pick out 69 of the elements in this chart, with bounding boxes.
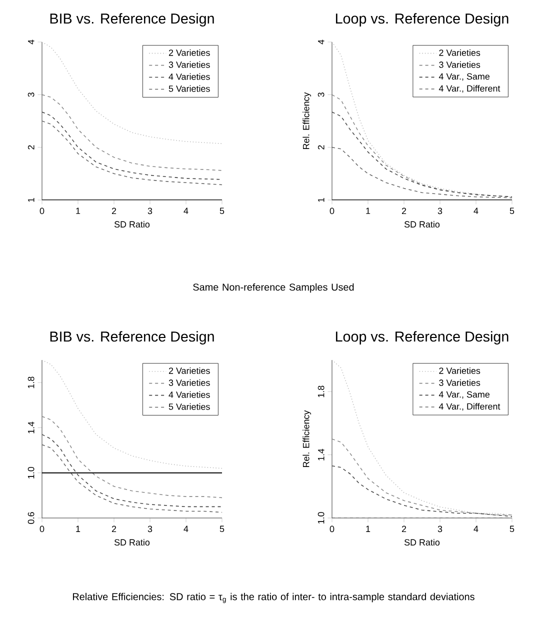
- y-tick-label: 2: [28, 145, 34, 150]
- y-tick-label: 0.6: [28, 512, 34, 524]
- y-tick-label: 1.0: [318, 512, 324, 524]
- x-tick-label: 1: [366, 208, 370, 214]
- legend-label: 4 Var., Same: [438, 391, 490, 399]
- y-tick-label: 1.4: [318, 448, 324, 460]
- legend-label: 2 Varieties: [439, 367, 480, 374]
- legend-label: 4 Varieties: [168, 73, 210, 80]
- x-axis-title: SD Ratio: [404, 220, 440, 228]
- line-series: [42, 112, 222, 180]
- x-tick-label: 4: [184, 526, 188, 532]
- text: Same Non-reference Samples Used: [193, 283, 354, 293]
- x-tick-label: 1: [366, 526, 370, 532]
- chart-title: Loop vs. Reference Design: [336, 13, 508, 27]
- x-tick-label: 4: [474, 208, 478, 214]
- legend-label: 4 Var., Same: [438, 73, 490, 81]
- x-tick-label: 5: [510, 526, 514, 532]
- legend-label: 5 Varieties: [168, 85, 210, 92]
- y-tick-label: 1.8: [318, 386, 324, 398]
- y-tick-label: 1.4: [28, 422, 34, 434]
- legend-label: 4 Varieties: [168, 391, 210, 398]
- x-tick-label: 3: [438, 526, 442, 532]
- chart-title: BIB vs. Reference Design: [50, 331, 214, 345]
- legend-label: 3 Varieties: [439, 61, 480, 68]
- x-tick-label: 2: [402, 208, 406, 214]
- y-tick-label: 1: [318, 198, 324, 202]
- y-tick-label: 3: [318, 92, 324, 97]
- x-tick-label: 2: [112, 526, 116, 532]
- x-tick-label: 5: [510, 208, 514, 214]
- x-tick-label: 5: [220, 526, 224, 532]
- x-tick-label: 3: [148, 208, 152, 214]
- legend-label: 5 Varieties: [168, 403, 210, 410]
- legend-label: 4 Var., Different: [438, 85, 500, 93]
- y-tick-label: 1.8: [28, 376, 34, 388]
- chart-title: Loop vs. Reference Design: [336, 331, 508, 345]
- x-tick-label: 3: [438, 208, 442, 214]
- x-tick-label: 1: [76, 208, 80, 214]
- text: Relative Efficiencies: SD ratio = τ$_{g}$ is the ratio of inter- to intra-sample standard deviations: [72, 592, 474, 604]
- x-tick-label: 3: [148, 526, 152, 532]
- legend-label: 2 Varieties: [168, 49, 210, 56]
- legend-label: 3 Varieties: [439, 379, 480, 386]
- y-tick-label: 1: [28, 198, 34, 202]
- y-axis-title: Rel. Efficiency: [302, 92, 312, 149]
- x-tick-label: 2: [112, 208, 116, 214]
- x-tick-label: 4: [184, 208, 188, 214]
- y-axis-title: Rel. Efficiency: [302, 410, 312, 467]
- y-tick-label: 1.0: [28, 466, 34, 478]
- legend-label: 2 Varieties: [439, 49, 480, 56]
- x-tick-label: 4: [474, 526, 478, 532]
- legend-label: 3 Varieties: [168, 61, 210, 68]
- x-tick-label: 0: [40, 208, 44, 214]
- chart-title: BIB vs. Reference Design: [50, 13, 214, 27]
- y-tick-label: 3: [28, 92, 34, 97]
- x-tick-label: 5: [220, 208, 224, 214]
- x-tick-label: 1: [76, 526, 80, 532]
- y-tick-label: 2: [318, 145, 324, 150]
- x-tick-label: 0: [330, 526, 334, 532]
- legend-label: 2 Varieties: [168, 367, 210, 374]
- legend-label: 4 Var., Different: [438, 403, 500, 411]
- y-tick-label: 4: [318, 40, 324, 44]
- legend-label: 3 Varieties: [168, 379, 210, 386]
- x-tick-label: 0: [330, 208, 334, 214]
- x-tick-label: 2: [402, 526, 406, 532]
- x-axis-title: SD Ratio: [404, 538, 440, 546]
- line-series: [332, 42, 512, 198]
- x-axis-title: SD Ratio: [114, 538, 150, 546]
- x-axis-title: SD Ratio: [114, 220, 150, 228]
- x-tick-label: 0: [40, 526, 44, 532]
- y-tick-label: 4: [28, 40, 34, 44]
